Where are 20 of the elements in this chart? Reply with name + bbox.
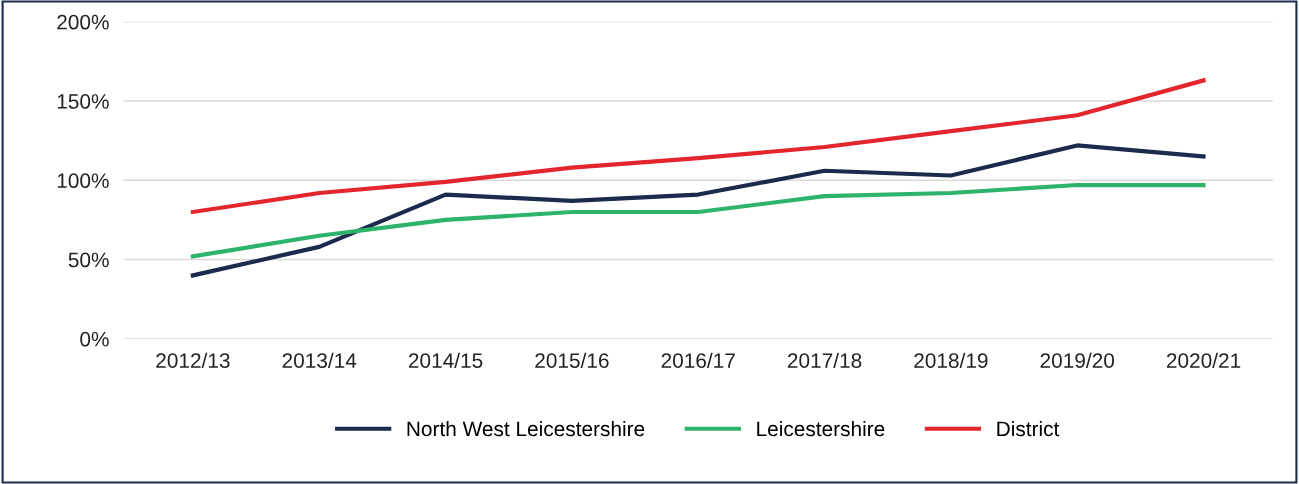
legend-label: District <box>997 420 1060 437</box>
x-tick-label: 2016/17 <box>661 352 735 368</box>
y-tick-label: 50% <box>68 252 109 268</box>
x-tick-label: 2013/14 <box>282 352 357 368</box>
legend-label: Leicestershire <box>757 420 885 437</box>
y-tick-label: 100% <box>57 173 109 189</box>
x-tick-label: 2019/20 <box>1040 352 1115 368</box>
line-series <box>190 143 1206 278</box>
x-tick-label: 2020/21 <box>1166 352 1241 368</box>
x-tick-label: 2012/13 <box>156 352 230 368</box>
line-series <box>190 182 1206 259</box>
x-tick-label: 2014/15 <box>408 352 483 368</box>
x-tick-label: 2015/16 <box>535 352 609 368</box>
x-tick-label: 2018/19 <box>914 352 988 368</box>
line-series <box>190 78 1206 215</box>
y-tick-label: 200% <box>57 14 109 30</box>
y-tick-label: 150% <box>57 94 109 109</box>
x-tick-label: 2017/18 <box>787 352 862 368</box>
y-tick-label: 0% <box>80 331 109 347</box>
legend-label: North West Leicestershire <box>407 420 645 437</box>
